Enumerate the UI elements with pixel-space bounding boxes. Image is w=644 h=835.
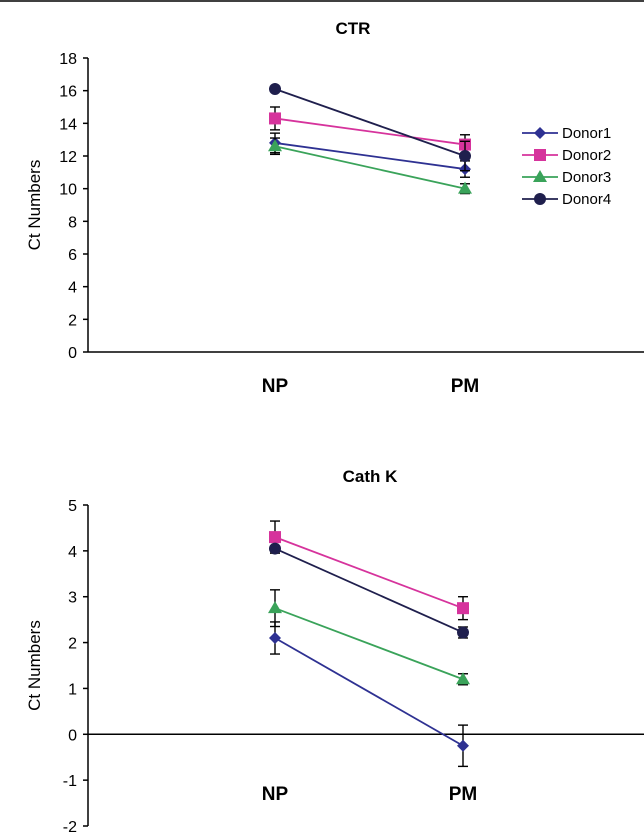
y-tick-label: 5 — [68, 498, 77, 515]
y-tick-label: 3 — [68, 590, 77, 607]
data-point — [457, 602, 469, 615]
y-tick-label: 16 — [59, 84, 77, 101]
x-category-label: PM — [451, 376, 480, 397]
data-point — [269, 542, 281, 555]
series-donor4 — [269, 83, 471, 172]
series-line — [274, 637, 464, 747]
series-donor3 — [268, 589, 470, 686]
data-point — [268, 601, 282, 614]
data-point — [269, 631, 281, 644]
data-point — [457, 739, 469, 752]
data-point — [269, 531, 281, 544]
legend-label: Donor3 — [562, 169, 611, 186]
series-line — [274, 536, 464, 610]
series-donor1 — [269, 132, 471, 178]
y-tick-label: 2 — [68, 636, 77, 653]
series-donor4 — [269, 542, 469, 639]
series-donor1 — [269, 621, 469, 768]
data-point — [268, 139, 282, 152]
legend-label: Donor4 — [562, 191, 611, 208]
x-category-label: NP — [262, 784, 289, 805]
data-point — [269, 112, 281, 125]
y-tick-label: 12 — [59, 149, 77, 166]
series-line — [274, 145, 466, 190]
series-line — [274, 117, 466, 146]
series-donor2 — [269, 520, 469, 621]
data-point — [269, 83, 281, 96]
y-tick-label: 4 — [68, 544, 77, 561]
y-tick-label: 2 — [68, 312, 77, 329]
series-line — [274, 607, 464, 681]
y-tick-label: -1 — [63, 773, 77, 790]
legend-marker — [533, 170, 547, 182]
data-point — [457, 626, 469, 639]
chart-title: CTR — [336, 19, 371, 38]
legend-label: Donor2 — [562, 147, 611, 164]
series-line — [274, 547, 464, 634]
legend-marker — [534, 149, 546, 161]
y-axis-label: Ct Numbers — [25, 620, 44, 711]
y-tick-label: 0 — [68, 727, 77, 744]
chart-title: Cath K — [343, 467, 399, 486]
y-tick-label: 18 — [59, 51, 77, 68]
legend-marker — [534, 127, 546, 139]
y-tick-label: 10 — [59, 182, 77, 199]
x-category-label: NP — [262, 376, 289, 397]
data-point — [459, 150, 471, 162]
legend: Donor1 Donor2 Donor3 Donor4 — [522, 125, 611, 208]
x-category-label: PM — [449, 784, 478, 805]
y-tick-label: 14 — [59, 116, 77, 133]
chart-cath-k: Cath K -2 -1 0 1 2 3 4 5 Ct Numbers NP PM — [25, 467, 644, 835]
legend-label: Donor1 — [562, 125, 611, 142]
y-axis-label: Ct Numbers — [25, 160, 44, 251]
legend-marker — [534, 193, 546, 205]
series-line — [274, 88, 466, 157]
data-point — [456, 672, 470, 685]
y-tick-label: 1 — [68, 681, 77, 698]
y-tick-label: 4 — [68, 280, 77, 297]
y-tick-label: -2 — [63, 819, 77, 835]
y-tick-label: 6 — [68, 247, 77, 264]
y-tick-label: 0 — [68, 345, 77, 362]
series-line — [274, 142, 466, 170]
y-tick-label: 8 — [68, 214, 77, 231]
data-point — [458, 181, 472, 194]
series-donor3 — [268, 137, 472, 195]
